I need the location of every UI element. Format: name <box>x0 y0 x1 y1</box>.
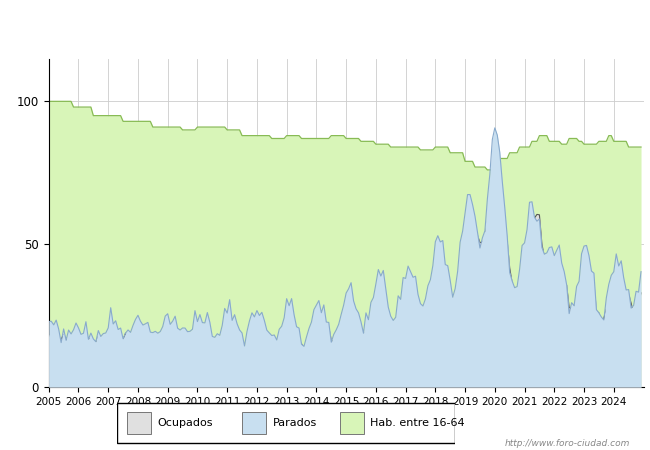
Text: Parados: Parados <box>272 418 317 428</box>
Text: Aín - Evolucion de la poblacion en edad de Trabajar Noviembre de 2024: Aín - Evolucion de la poblacion en edad … <box>86 19 564 32</box>
Bar <box>242 412 266 434</box>
Bar <box>127 412 151 434</box>
Text: Ocupados: Ocupados <box>157 418 213 428</box>
Text: http://www.foro-ciudad.com: http://www.foro-ciudad.com <box>505 439 630 448</box>
Text: Hab. entre 16-64: Hab. entre 16-64 <box>370 418 465 428</box>
Bar <box>340 412 364 434</box>
